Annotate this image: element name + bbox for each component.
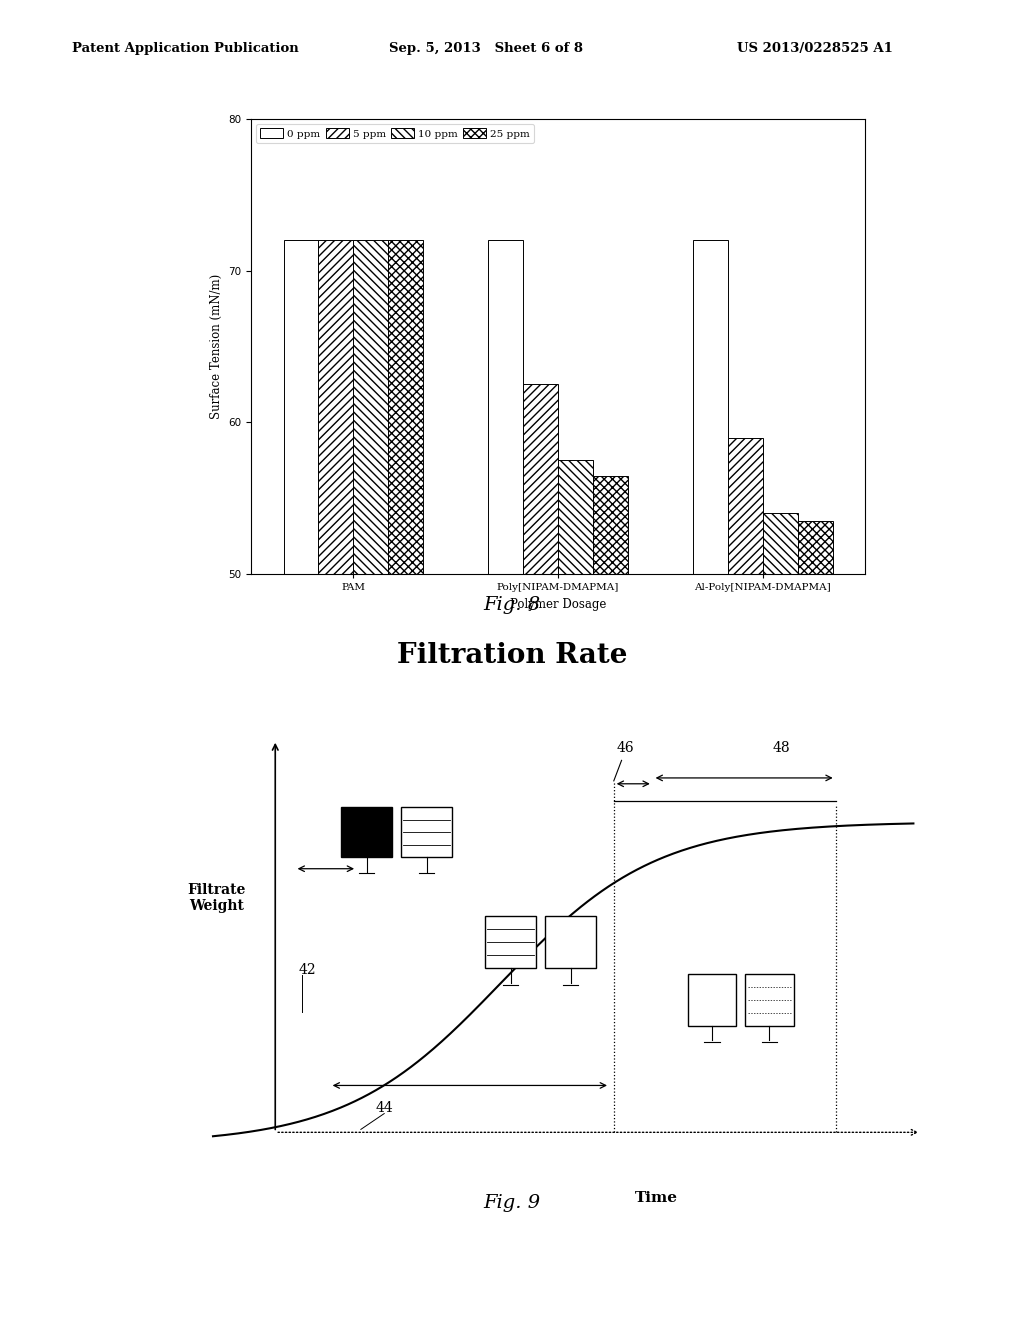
Text: 46: 46 — [616, 741, 634, 755]
Text: 44: 44 — [376, 1101, 393, 1115]
Text: Sep. 5, 2013   Sheet 6 of 8: Sep. 5, 2013 Sheet 6 of 8 — [389, 42, 583, 55]
Bar — [485, 916, 536, 969]
Bar — [388, 240, 423, 574]
Text: Filtrate
Weight: Filtrate Weight — [187, 883, 246, 913]
Bar — [688, 974, 736, 1026]
Bar — [763, 513, 798, 574]
Text: Filtration Rate: Filtration Rate — [396, 642, 628, 669]
X-axis label: Polymer Dosage: Polymer Dosage — [510, 598, 606, 611]
Text: Fig. 9: Fig. 9 — [483, 1193, 541, 1212]
Y-axis label: Surface Tension (mN/m): Surface Tension (mN/m) — [210, 273, 222, 420]
Text: Patent Application Publication: Patent Application Publication — [72, 42, 298, 55]
Bar — [318, 240, 353, 574]
Bar — [558, 461, 593, 574]
Bar — [341, 808, 392, 857]
Legend: 0 ppm, 5 ppm, 10 ppm, 25 ppm: 0 ppm, 5 ppm, 10 ppm, 25 ppm — [256, 124, 535, 143]
Text: 42: 42 — [299, 964, 316, 977]
Bar — [353, 240, 388, 574]
Bar — [546, 916, 596, 969]
Bar — [593, 475, 628, 574]
Bar — [693, 240, 728, 574]
Bar — [488, 240, 523, 574]
Text: 48: 48 — [772, 741, 790, 755]
Bar — [798, 521, 833, 574]
Text: US 2013/0228525 A1: US 2013/0228525 A1 — [737, 42, 893, 55]
Bar — [523, 384, 558, 574]
Bar — [745, 974, 794, 1026]
Bar — [401, 808, 452, 857]
Bar — [284, 240, 318, 574]
Text: Time: Time — [635, 1191, 678, 1205]
Text: Fig. 8: Fig. 8 — [483, 595, 541, 614]
Bar — [728, 438, 763, 574]
